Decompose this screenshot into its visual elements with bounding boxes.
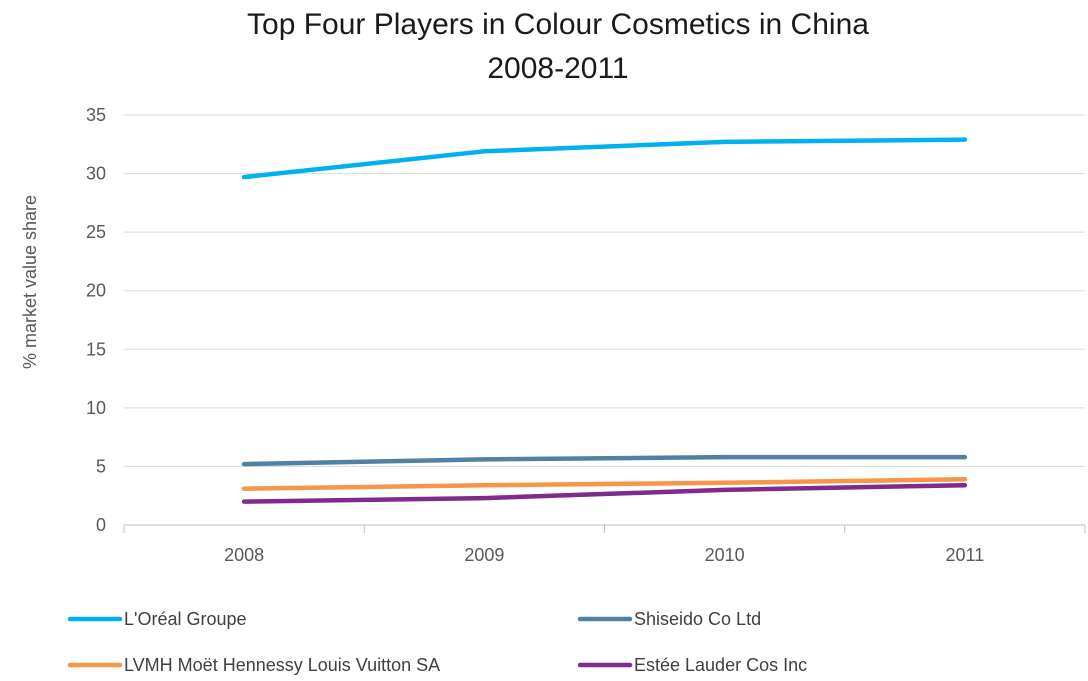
- x-tick-label-2009: 2009: [464, 545, 504, 565]
- y-tick-label-20: 20: [86, 281, 106, 301]
- y-tick-label-0: 0: [96, 515, 106, 535]
- y-tick-label-15: 15: [86, 339, 106, 359]
- x-axis-ticks: 2008 2009 2010 2011: [224, 545, 984, 565]
- x-tick-label-2010: 2010: [705, 545, 745, 565]
- series-line-lvmh-moet-hennessy-louis-vuitton-sa: [241, 477, 968, 491]
- y-tick-label-30: 30: [86, 164, 106, 184]
- x-axis: [123, 524, 1086, 533]
- legend: L'Oréal Groupe Shiseido Co Ltd LVMH Moët H…: [67, 609, 807, 675]
- gridlines: [124, 114, 1085, 467]
- y-axis-ticks: 0 5 10 15 20 25 30 35: [86, 105, 106, 535]
- series-line-l-oreal-groupe: [241, 137, 968, 180]
- legend-label-shiseido-co-ltd: Shiseido Co Ltd: [634, 609, 761, 629]
- series-line-shiseido-co-ltd: [241, 454, 968, 467]
- series-line-estee-lauder-cos-inc: [241, 482, 968, 504]
- chart-title-line-1: Top Four Players in Colour Cosmetics in …: [247, 8, 869, 41]
- y-tick-label-10: 10: [86, 398, 106, 418]
- legend-label-l-oreal-groupe: L'Oréal Groupe: [124, 609, 247, 629]
- series-lines: [241, 137, 968, 504]
- chart-title-line-2: 2008-2011: [487, 52, 628, 85]
- y-tick-label-35: 35: [86, 105, 106, 125]
- legend-label-estee-lauder-cos-inc: Estée Lauder Cos Inc: [634, 655, 807, 675]
- y-tick-label-5: 5: [96, 456, 106, 476]
- x-tick-label-2008: 2008: [224, 545, 264, 565]
- y-axis-title: % market value share: [20, 195, 40, 369]
- y-tick-label-25: 25: [86, 222, 106, 242]
- x-tick-label-2011: 2011: [946, 545, 985, 565]
- legend-label-lvmh-moet-hennessy-louis-vuitton-sa: LVMH Moët Hennessy Louis Vuitton SA: [124, 655, 440, 675]
